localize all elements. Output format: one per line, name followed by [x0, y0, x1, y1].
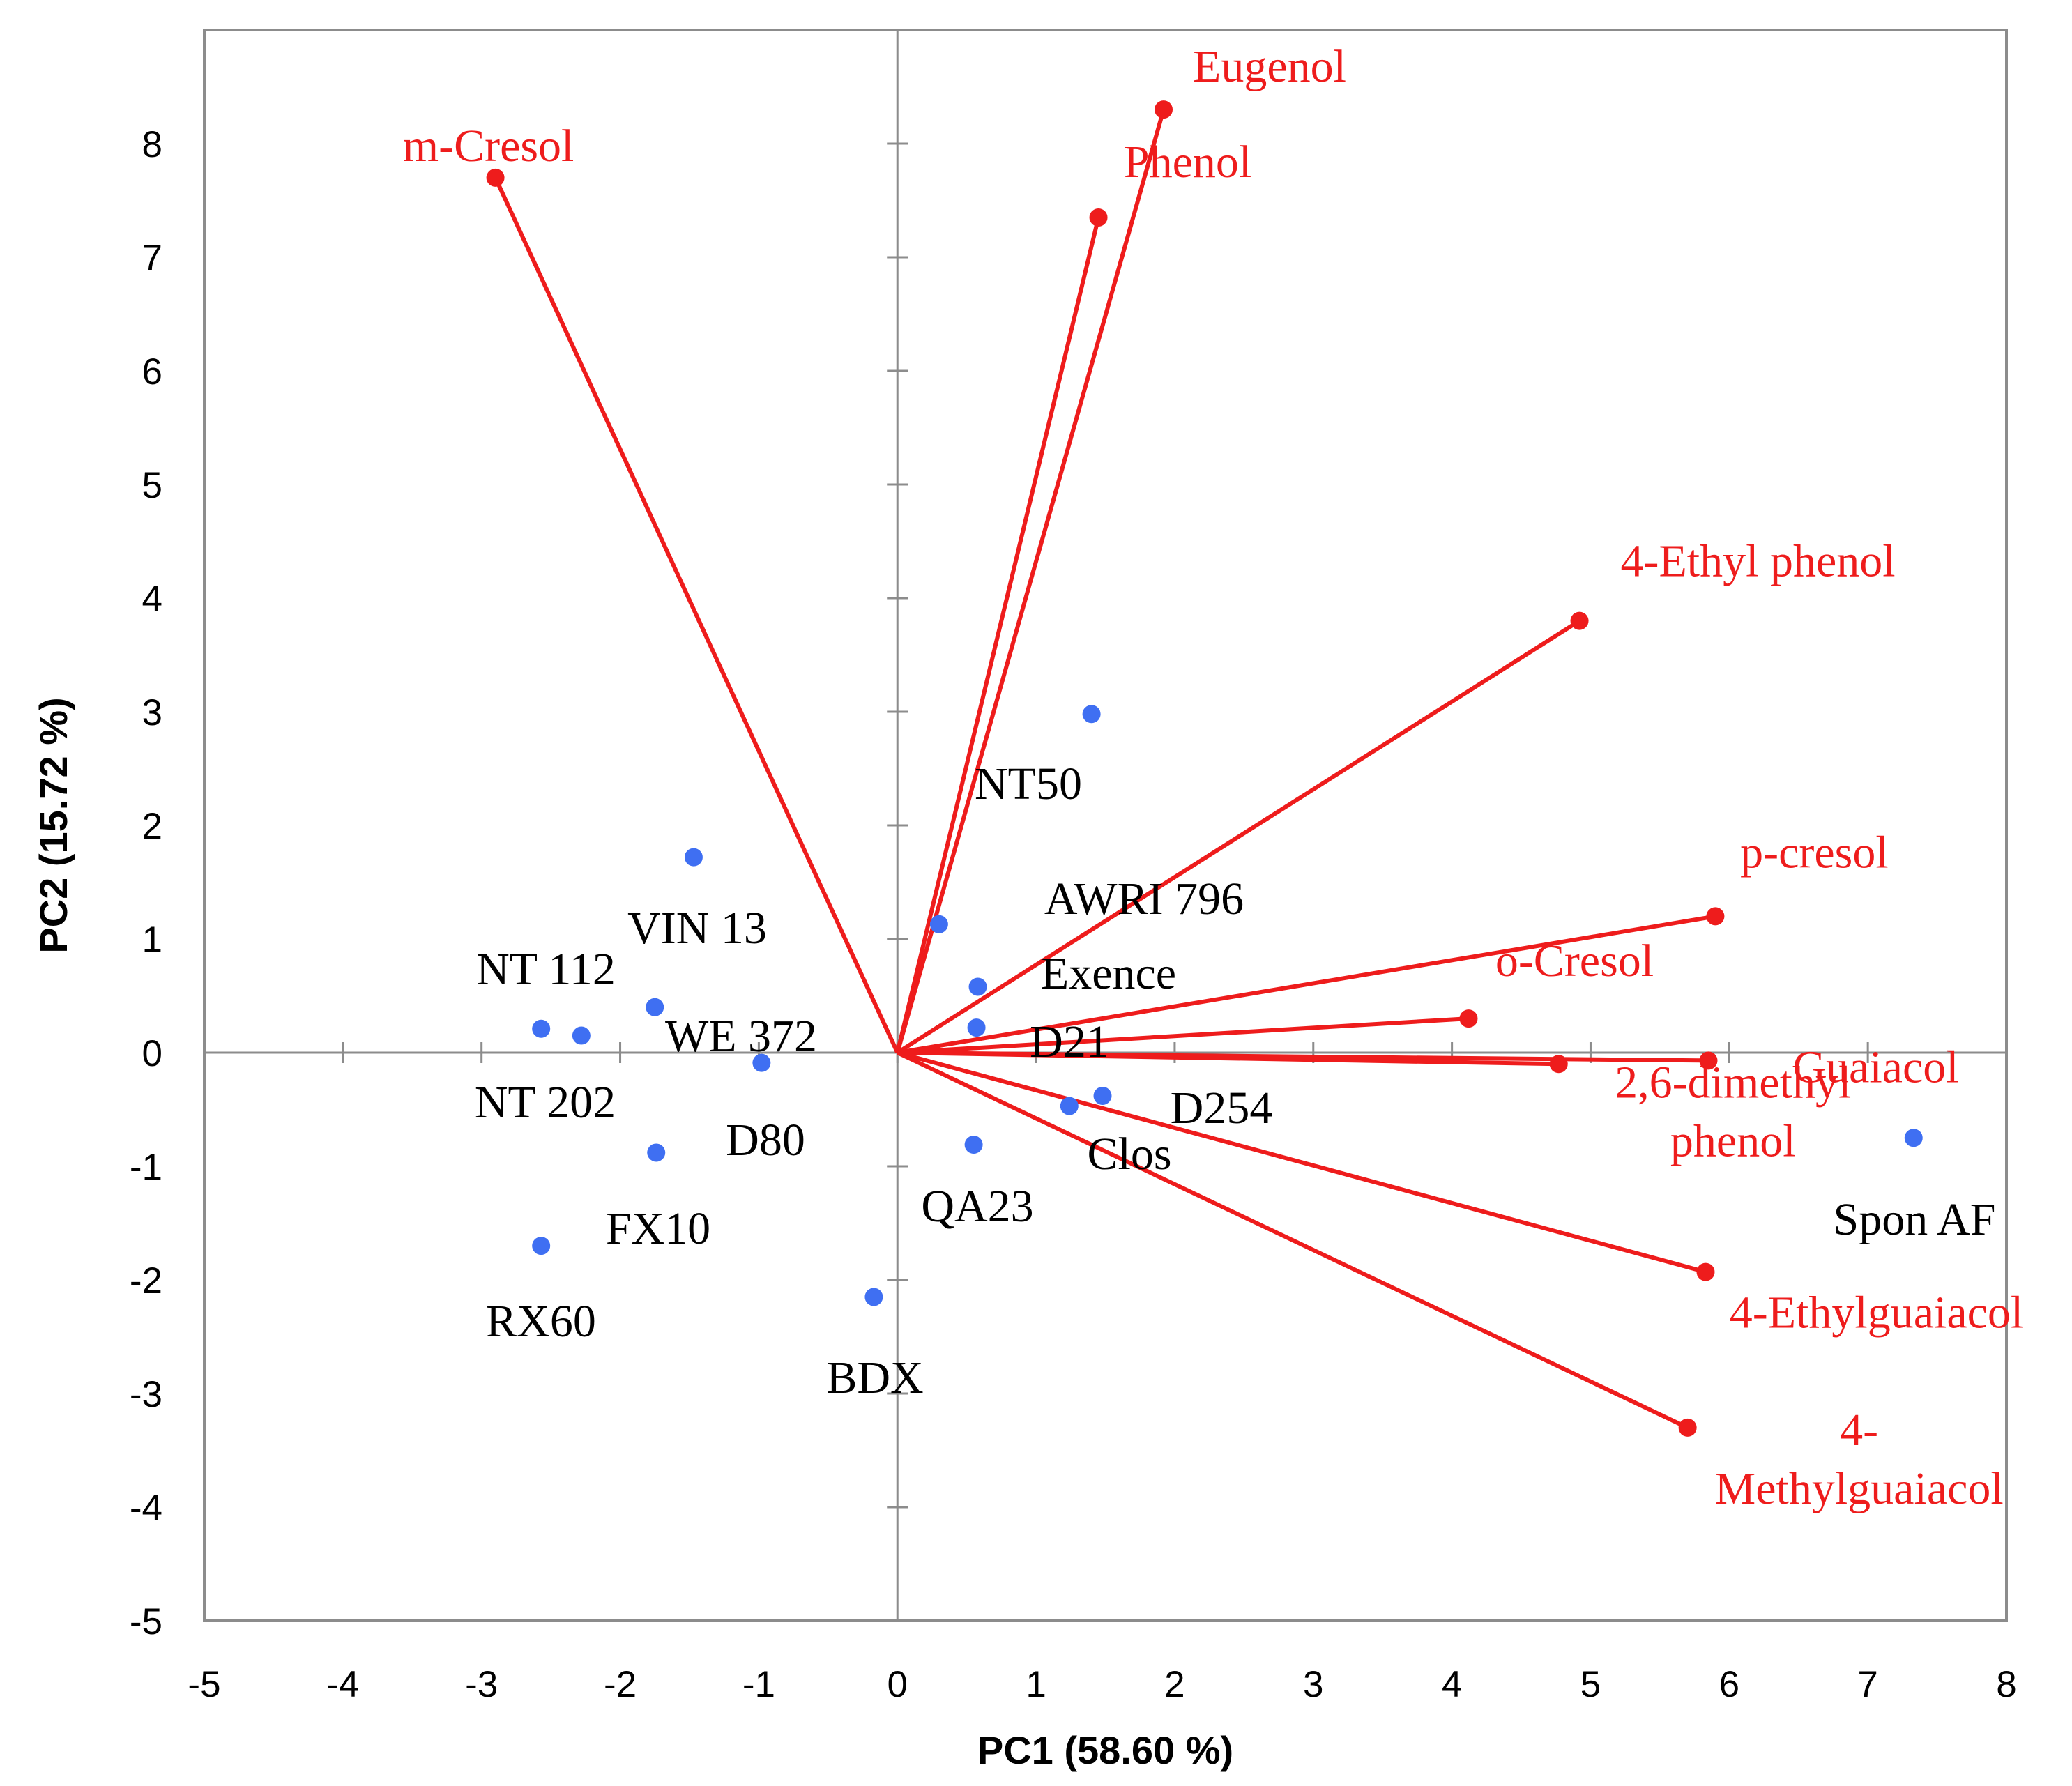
x-axis-title: PC1 (58.60 %): [977, 1728, 1233, 1772]
y-tick-label: -4: [130, 1488, 162, 1529]
loading-vector-4-methylguaiacol: [896, 1051, 1689, 1430]
y-tick-label: -2: [130, 1260, 162, 1302]
loading-vector-m-cresol: [493, 176, 899, 1054]
x-tick-label: 1: [1026, 1664, 1046, 1705]
loading-vector-2-6-dimethyl-phenol: [897, 1051, 1559, 1067]
y-tick-label: 6: [142, 351, 162, 392]
loading-vector-phenol: [895, 217, 1101, 1053]
loading-label-eugenol: Eugenol: [1193, 41, 1346, 92]
loading-vector-4-ethylguaiacol: [897, 1051, 1707, 1274]
sample-label-vin-13: VIN 13: [627, 903, 767, 954]
sample-point-fx10: [647, 1143, 666, 1162]
loading-point-guaiacol: [1699, 1051, 1718, 1070]
x-tick-label: 2: [1164, 1664, 1184, 1705]
loading-point-eugenol: [1155, 100, 1173, 119]
sample-point-qa23: [964, 1136, 983, 1154]
x-tick-label: 3: [1303, 1664, 1323, 1705]
sample-label-nt50: NT50: [975, 758, 1082, 809]
sample-point-rx60: [532, 1237, 551, 1255]
sample-label-bdx: BDX: [826, 1352, 923, 1403]
sample-point-d80: [752, 1053, 771, 1072]
loading-point-2-6-dimethyl-phenol: [1549, 1055, 1568, 1074]
sample-point-clos: [1060, 1097, 1079, 1115]
loading-label-4-ethyl-phenol: 4-Ethyl phenol: [1620, 536, 1895, 587]
y-tick-label: -1: [130, 1147, 162, 1188]
sample-label-spon-af: Spon AF: [1834, 1194, 1996, 1245]
loading-label-4-ethylguaiacol: 4-Ethylguaiacol: [1730, 1288, 2024, 1338]
y-tick-label: 3: [142, 692, 162, 733]
sample-point-we-372: [646, 998, 664, 1016]
loading-label-guaiacol: Guaiacol: [1792, 1041, 1958, 1092]
sample-point-nt-202: [532, 1019, 551, 1038]
loading-vector-eugenol: [895, 109, 1166, 1053]
sample-point-vin-13: [684, 848, 703, 867]
loading-label-p-cresol: p-cresol: [1740, 827, 1889, 878]
x-tick-label: -5: [188, 1664, 220, 1705]
sample-label-rx60: RX60: [486, 1296, 596, 1347]
loading-point-4-ethylguaiacol: [1696, 1262, 1715, 1281]
y-tick-label: 7: [142, 238, 162, 279]
sample-point-d254: [1093, 1086, 1112, 1105]
loading-label-4-methylguaiacol: 4-Methylguaiacol: [1715, 1405, 2004, 1514]
sample-point-d21: [967, 1018, 986, 1037]
loading-label-m-cresol: m-Cresol: [403, 121, 574, 171]
y-axis-title: PC2 (15.72 %): [31, 697, 75, 953]
sample-label-clos: Clos: [1087, 1129, 1171, 1180]
y-tick-label: -5: [130, 1601, 162, 1642]
sample-point-awri-796: [929, 915, 948, 933]
sample-label-awri-796: AWRI 796: [1044, 873, 1244, 924]
sample-point-nt-112: [572, 1026, 591, 1045]
sample-label-fx10: FX10: [606, 1203, 710, 1254]
x-tick-label: -4: [326, 1664, 359, 1705]
sample-point-spon-af: [1904, 1129, 1923, 1147]
sample-label-d80: D80: [726, 1115, 805, 1166]
x-tick-label: -2: [604, 1664, 637, 1705]
loading-point-4-methylguaiacol: [1678, 1418, 1697, 1437]
x-tick-label: 6: [1719, 1664, 1739, 1705]
x-tick-label: 7: [1857, 1664, 1877, 1705]
loading-vector-p-cresol: [897, 914, 1716, 1055]
sample-label-d254: D254: [1171, 1083, 1273, 1134]
loading-point-phenol: [1089, 208, 1108, 227]
sample-label-nt-112: NT 112: [476, 944, 616, 995]
loading-vector-4-ethyl-phenol: [896, 619, 1581, 1055]
loading-vector-o-cresol: [897, 1016, 1469, 1055]
sample-label-we-372: WE 372: [665, 1011, 817, 1062]
loading-point-p-cresol: [1706, 907, 1725, 926]
sample-label-nt-202: NT 202: [475, 1077, 616, 1128]
loading-point-m-cresol: [486, 168, 505, 187]
sample-label-qa23: QA23: [921, 1181, 1033, 1232]
x-tick-label: 8: [1996, 1664, 2016, 1705]
x-tick-label: 0: [887, 1664, 907, 1705]
sample-point-exence: [968, 977, 987, 996]
loading-label-2-6-dimethyl-phenol: 2,6-dimethyl phenol: [1615, 1057, 1851, 1166]
loading-label-phenol: Phenol: [1124, 137, 1251, 188]
x-tick-label: 5: [1580, 1664, 1601, 1705]
sample-point-nt50: [1082, 705, 1101, 724]
y-tick-label: 4: [142, 579, 162, 620]
x-tick-label: -3: [465, 1664, 498, 1705]
y-tick-label: 0: [142, 1033, 162, 1074]
loading-label-o-cresol: o-Cresol: [1495, 936, 1654, 986]
y-tick-label: -3: [130, 1374, 162, 1415]
sample-label-exence: Exence: [1041, 948, 1176, 999]
plot-frame: [203, 29, 2008, 1622]
loading-point-o-cresol: [1459, 1009, 1478, 1028]
loading-point-4-ethyl-phenol: [1570, 611, 1589, 630]
sample-point-bdx: [864, 1288, 883, 1306]
x-tick-label: 4: [1442, 1664, 1462, 1705]
y-tick-label: 5: [142, 465, 162, 506]
y-tick-label: 2: [142, 806, 162, 847]
sample-label-d21: D21: [1030, 1016, 1109, 1067]
y-tick-label: 1: [142, 919, 162, 961]
x-tick-label: -1: [742, 1664, 775, 1705]
y-tick-label: 8: [142, 124, 162, 165]
